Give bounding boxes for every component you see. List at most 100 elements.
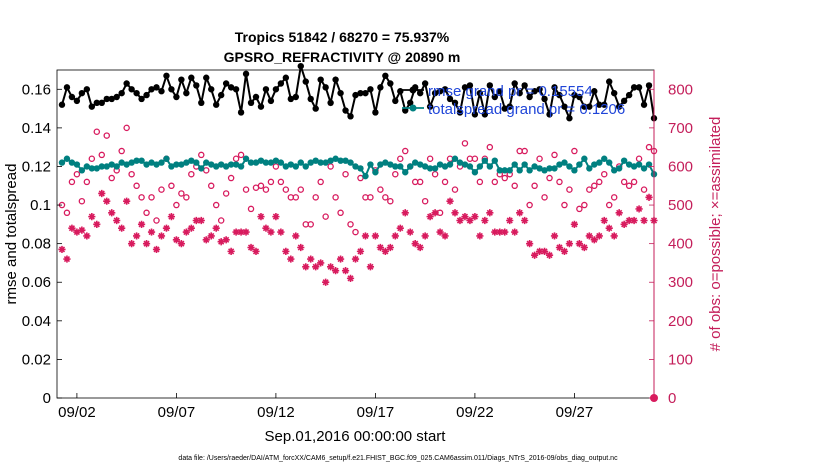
rmse-point xyxy=(387,80,394,87)
rmse-point xyxy=(267,97,275,105)
rmse-point xyxy=(407,99,414,107)
obs-assimilated-point xyxy=(506,216,514,225)
totalspread-point xyxy=(287,161,295,168)
obs-assimilated-point xyxy=(157,232,166,240)
obs-assimilated-point xyxy=(142,240,151,248)
totalspread-point xyxy=(566,163,573,170)
obs-assimilated-point xyxy=(456,216,464,225)
obs-assimilated-point xyxy=(386,243,394,252)
obs-possible-point xyxy=(387,197,394,205)
rmse-point xyxy=(88,103,96,110)
obs-assimilated-point xyxy=(396,224,404,232)
totalspread-point xyxy=(317,159,324,166)
totalspread-point xyxy=(98,163,105,170)
obs-assimilated-point xyxy=(545,251,554,259)
totalspread-point xyxy=(551,165,558,172)
rmse-point xyxy=(342,107,349,114)
obs-assimilated-point xyxy=(93,220,101,228)
rmse-point xyxy=(392,97,399,105)
y-left-tick-label: 0.14 xyxy=(22,120,51,137)
data-file-footnote: data file: /Users/raeder/DAI/ATM_forcXX/… xyxy=(178,455,618,462)
totalspread-point xyxy=(168,163,175,170)
rmse-point xyxy=(93,99,101,107)
totalspread-point xyxy=(307,159,314,166)
rmse-point xyxy=(232,86,240,93)
obs-assimilated-point xyxy=(466,216,474,225)
totalspread-point xyxy=(412,159,419,166)
obs-assimilated-point xyxy=(351,255,360,263)
rmse-point xyxy=(178,76,185,83)
obs-assimilated-point xyxy=(635,205,643,213)
obs-possible-point xyxy=(188,170,195,178)
rmse-point xyxy=(307,95,314,103)
totalspread-point xyxy=(78,167,86,174)
y-right-tick-label: 200 xyxy=(668,313,693,330)
rmse-point xyxy=(526,93,533,101)
y-right-tick-label: 700 xyxy=(668,120,693,137)
totalspread-point xyxy=(640,165,648,172)
rmse-point xyxy=(531,88,538,95)
rmse-point xyxy=(208,86,215,93)
rmse-point xyxy=(188,74,195,81)
totalspread-point xyxy=(193,159,200,166)
totalspread-point xyxy=(282,163,290,170)
totalspread-point xyxy=(625,161,633,168)
legend: rmse grand pr = 0.15554 totalspread gran… xyxy=(402,83,625,118)
rmse-point xyxy=(103,95,110,103)
rmse-point xyxy=(73,97,81,105)
obs-assimilated-point xyxy=(317,259,325,267)
totalspread-point xyxy=(252,159,260,166)
totalspread-point xyxy=(611,167,618,174)
obs-possible-point xyxy=(541,194,548,201)
obs-possible-point xyxy=(78,197,86,205)
obs-possible-point xyxy=(133,182,140,190)
totalspread-point xyxy=(511,161,518,168)
y-right-tick-label: 300 xyxy=(668,274,693,291)
rmse-point xyxy=(372,109,379,116)
obs-assimilated-point xyxy=(371,232,379,240)
obs-possible-point xyxy=(591,182,598,190)
obs-assimilated-point xyxy=(366,263,375,271)
obs-assimilated-point xyxy=(560,247,569,255)
rmse-point xyxy=(586,103,593,110)
rmse-point xyxy=(108,95,115,103)
obs-possible-point xyxy=(610,194,618,201)
totalspread-point xyxy=(441,163,449,170)
totalspread-point xyxy=(466,163,474,170)
obs-assimilated-point xyxy=(411,240,419,248)
obs-assimilated-point xyxy=(167,213,176,221)
totalspread-point xyxy=(297,159,304,166)
obs-assimilated-point xyxy=(192,216,200,225)
rmse-point xyxy=(546,111,553,118)
obs-possible-point xyxy=(88,155,96,163)
totalspread-point xyxy=(188,157,195,164)
rmse-point xyxy=(426,103,434,110)
totalspread-point xyxy=(222,163,230,170)
totalspread-point xyxy=(158,159,165,166)
rmse-point xyxy=(133,89,140,97)
obs-possible-point xyxy=(601,170,608,178)
legend-rmse-marker xyxy=(409,86,417,94)
rmse-point xyxy=(78,89,86,97)
rmse-point xyxy=(237,109,245,116)
rmse-point xyxy=(441,86,449,93)
obs-assimilated-point xyxy=(481,216,489,225)
obs-possible-point xyxy=(217,217,225,224)
obs-possible-point xyxy=(83,178,91,186)
obs-possible-point xyxy=(471,155,479,163)
obs-possible-point xyxy=(397,155,404,163)
obs-assimilated-point xyxy=(207,232,215,240)
rmse-point xyxy=(357,89,364,97)
rmse-point xyxy=(635,84,643,91)
rmse-point xyxy=(630,84,638,91)
obs-possible-point xyxy=(292,194,300,201)
obs-possible-point xyxy=(168,182,175,190)
obs-assimilated-point xyxy=(421,232,429,240)
obs-assimilated-point xyxy=(232,228,240,236)
obs-assimilated-point xyxy=(610,232,618,240)
rmse-point xyxy=(277,80,285,87)
obs-possible-point xyxy=(531,182,538,190)
obs-possible-point xyxy=(521,147,528,155)
obs-possible-point xyxy=(566,186,573,193)
rmse-point xyxy=(645,82,653,89)
